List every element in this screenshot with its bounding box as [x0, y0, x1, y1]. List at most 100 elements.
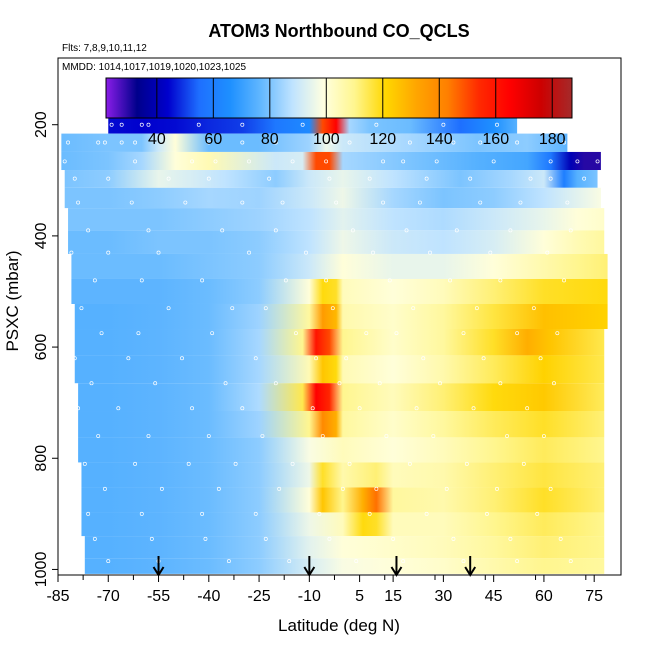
- sample-point: [555, 331, 560, 336]
- colorbar-ticks: 40 60 80 100 120 140 160 180: [148, 78, 566, 148]
- sample-point: [293, 331, 298, 336]
- sample-point: [133, 461, 138, 466]
- sample-point: [324, 159, 329, 164]
- colorbar-tick-label: 180: [539, 131, 566, 148]
- sample-point: [562, 140, 566, 145]
- sample-point: [448, 278, 453, 283]
- sample-point: [367, 511, 372, 516]
- sample-point: [518, 200, 523, 205]
- sample-point: [183, 200, 188, 205]
- sample-point: [485, 511, 489, 516]
- sample-point: [146, 228, 151, 233]
- heatmap-band: [81, 512, 605, 537]
- sample-point: [340, 486, 345, 491]
- sample-point: [139, 278, 144, 283]
- sample-point: [240, 122, 245, 127]
- sample-point: [82, 461, 87, 466]
- sample-point: [347, 140, 352, 145]
- sample-point: [595, 159, 600, 164]
- heatmap-band: [68, 208, 605, 231]
- sample-point: [384, 434, 389, 438]
- sample-point: [495, 122, 499, 127]
- sample-point: [139, 122, 144, 127]
- colorbar-gradient: [105, 77, 573, 119]
- colorbar: 40 60 80 100 120 140 160 180: [105, 77, 573, 148]
- sample-point: [283, 278, 288, 283]
- sample-point: [558, 536, 563, 541]
- sample-point: [468, 176, 473, 181]
- heatmap-band: [64, 187, 601, 209]
- sample-point: [381, 200, 386, 205]
- sample-point: [347, 461, 352, 466]
- sample-point: [521, 461, 526, 466]
- sample-point: [106, 250, 111, 255]
- x-tick-label: -55: [147, 588, 170, 605]
- sample-point: [76, 406, 81, 411]
- sample-point: [391, 536, 396, 541]
- sample-point: [109, 122, 114, 127]
- sample-point: [394, 331, 399, 336]
- sample-point: [401, 559, 406, 564]
- sample-point: [481, 356, 486, 361]
- heatmap-band: [61, 151, 601, 171]
- sample-point: [327, 176, 332, 181]
- sample-point: [92, 536, 97, 541]
- sample-point: [76, 200, 81, 205]
- sample-point: [66, 140, 71, 145]
- sample-point: [153, 381, 158, 386]
- sample-point: [89, 381, 94, 386]
- sample-point: [280, 200, 285, 205]
- sample-point: [515, 559, 520, 564]
- sample-point: [206, 176, 211, 181]
- sample-point: [166, 306, 171, 311]
- sample-point: [541, 434, 546, 438]
- sample-point: [96, 140, 101, 145]
- sample-point: [96, 434, 101, 438]
- sample-point: [568, 559, 573, 564]
- sample-point: [156, 250, 161, 255]
- sample-point: [320, 434, 325, 438]
- colorbar-tick-label: 80: [261, 131, 279, 148]
- sample-point: [424, 511, 429, 516]
- sample-point: [196, 122, 201, 127]
- sample-point: [206, 434, 211, 438]
- sample-point: [263, 306, 268, 311]
- sample-point: [102, 140, 107, 145]
- sample-point: [133, 140, 138, 145]
- sample-point: [478, 200, 483, 205]
- sample-point: [69, 250, 74, 255]
- sample-point: [133, 159, 138, 164]
- sample-point: [451, 536, 456, 541]
- sample-point: [253, 511, 258, 516]
- sample-point: [474, 306, 479, 311]
- x-tick-label: 15: [384, 588, 402, 605]
- heatmap-band: [74, 355, 605, 384]
- colorbar-tick-label: 60: [204, 131, 222, 148]
- sample-point: [136, 331, 141, 336]
- sample-point: [72, 176, 77, 181]
- sample-point: [72, 356, 77, 361]
- y-tick-label: 800: [33, 445, 50, 472]
- sample-point: [461, 559, 466, 564]
- sample-point: [404, 228, 409, 233]
- sample-point: [119, 122, 124, 127]
- colorbar-tick-label: 160: [482, 131, 509, 148]
- sample-point: [102, 486, 107, 491]
- sample-point: [327, 536, 332, 541]
- heatmap-band: [84, 558, 605, 574]
- sample-point: [364, 331, 369, 336]
- x-tick-label: 30: [434, 588, 452, 605]
- sample-point: [407, 140, 412, 145]
- sample-point: [535, 511, 540, 516]
- sample-point: [441, 122, 446, 127]
- sample-point: [290, 159, 295, 164]
- sample-point: [508, 536, 513, 541]
- x-tick-label: 75: [585, 588, 603, 605]
- sample-point: [92, 278, 97, 283]
- sample-point: [304, 250, 308, 255]
- sample-point: [428, 250, 432, 255]
- sample-point: [454, 228, 459, 233]
- sample-point: [464, 461, 469, 466]
- y-tick-label: 400: [33, 222, 50, 249]
- sample-point: [223, 381, 228, 386]
